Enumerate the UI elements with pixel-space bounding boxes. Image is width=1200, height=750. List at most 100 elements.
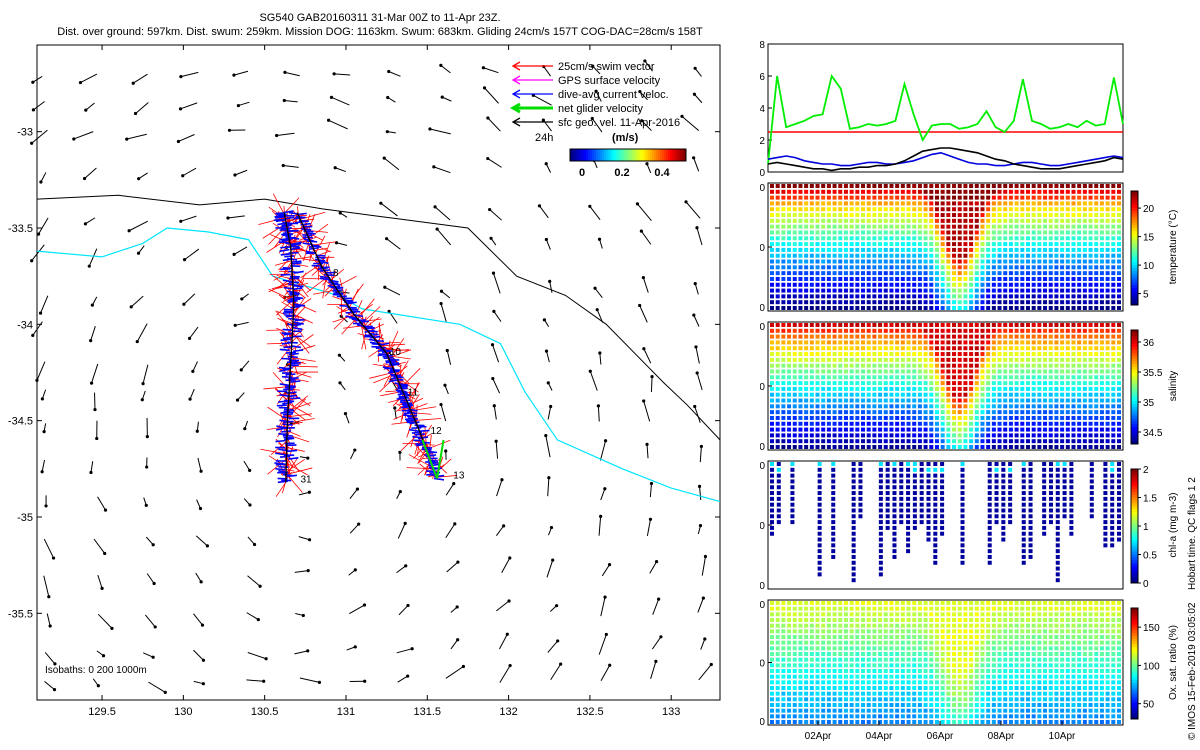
chla-section-sample <box>776 467 781 472</box>
temperature-section-sample <box>815 294 820 299</box>
salinity-section-sample <box>815 340 820 345</box>
temperature-section-sample <box>849 282 854 287</box>
salinity-section-sample <box>872 363 877 368</box>
temperature-section-sample <box>929 236 934 241</box>
salinity-section-sample <box>1065 323 1070 327</box>
salinity-section-sample <box>1020 328 1025 333</box>
temperature-section-sample <box>906 253 911 258</box>
oxygen-section-sample <box>798 691 803 696</box>
sfc-vector <box>440 65 451 74</box>
oxygen-section-sample <box>770 674 774 679</box>
temperature-section-sample <box>804 230 809 235</box>
salinity-section-sample <box>957 357 962 362</box>
temperature-section-sample <box>986 242 991 247</box>
temperature-section-sample <box>1071 265 1076 270</box>
sfc-vector-head <box>53 662 57 666</box>
salinity-section-sample <box>832 392 837 397</box>
temperature-section-colorbar-cell <box>1131 239 1138 243</box>
salinity-section-colorbar-cell <box>1131 378 1138 382</box>
salinity-section-sample <box>792 445 797 449</box>
chla-section-sample <box>1055 485 1060 490</box>
temperature-section-sample <box>1088 282 1093 287</box>
temperature-section-sample <box>821 242 826 247</box>
sfc-vector <box>246 612 259 620</box>
colorbar-cell <box>662 149 665 161</box>
chla-section-sample <box>987 537 992 542</box>
salinity-section-sample <box>980 433 985 438</box>
salinity-section-sample <box>974 415 979 420</box>
temperature-section-sample <box>809 218 814 223</box>
chla-section-sample <box>912 467 917 472</box>
sfc-vector <box>85 102 95 111</box>
chla-section-colorbar-cell <box>1131 560 1138 564</box>
salinity-section-sample <box>1065 363 1070 368</box>
temperature-section-sample <box>872 259 877 264</box>
salinity-section-colorbar-cell <box>1131 381 1138 385</box>
temperature-section-sample <box>969 282 974 287</box>
day-label: 11 <box>408 388 419 399</box>
salinity-section-sample <box>1088 352 1093 357</box>
salinity-section-sample <box>832 445 837 449</box>
chla-section-sample <box>851 462 856 466</box>
salinity-section-sample <box>1094 392 1099 397</box>
chla-section-sample <box>906 502 911 507</box>
chla-section-sample <box>899 491 904 496</box>
temperature-section-sample <box>883 236 888 241</box>
chla-section-sample <box>885 473 890 478</box>
temperature-section-sample <box>826 195 831 200</box>
sfc-vector <box>335 167 346 173</box>
sfc-vector <box>652 598 660 615</box>
salinity-section-sample <box>804 328 809 333</box>
dac-vector <box>276 404 287 407</box>
glider-track-east <box>296 212 438 479</box>
temperature-section-sample <box>923 300 928 305</box>
temperature-section-colorbar-cell <box>1131 285 1138 289</box>
temperature-section-sample <box>963 271 968 276</box>
temperature-section-sample <box>770 201 774 206</box>
temperature-section-sample <box>1105 195 1110 200</box>
salinity-section-sample <box>1014 404 1019 409</box>
salinity-section-sample <box>1065 439 1070 444</box>
salinity-section-sample <box>991 421 996 426</box>
temperature-section-sample <box>1082 201 1087 206</box>
temperature-section-sample <box>957 282 962 287</box>
temperature-section-sample <box>1077 230 1082 235</box>
sfc-vector-head <box>594 89 598 93</box>
temperature-section-sample <box>832 184 837 188</box>
salinity-section-sample <box>963 445 968 449</box>
salinity-section-sample <box>1043 346 1048 351</box>
temperature-section-sample <box>855 282 860 287</box>
chla-section-colorbar-cell <box>1131 543 1138 547</box>
temperature-section-sample <box>866 213 871 218</box>
salinity-section-sample <box>917 363 922 368</box>
temperature-section-sample <box>969 242 974 247</box>
temperature-section-sample <box>974 271 979 276</box>
sfc-vector-head <box>239 368 243 372</box>
salinity-section-sample <box>895 398 900 403</box>
temperature-section-sample <box>1008 259 1013 264</box>
temperature-section-sample <box>809 276 814 281</box>
temperature-section-sample <box>809 224 814 229</box>
salinity-section-sample <box>991 357 996 362</box>
salinity-section-sample <box>1077 433 1082 438</box>
dac-vector <box>419 441 431 444</box>
salinity-section-colorbar-cell <box>1131 406 1138 411</box>
temperature-section-sample <box>900 288 905 293</box>
temperature-section-sample <box>940 230 945 235</box>
salinity-section-colorbar-cell <box>1131 398 1138 402</box>
chla-section-sample <box>858 485 863 490</box>
temperature-section-sample <box>900 294 905 299</box>
salinity-section-sample <box>991 433 996 438</box>
temperature-section-sample <box>889 265 894 270</box>
temperature-section-sample <box>923 265 928 270</box>
salinity-section-sample <box>815 352 820 357</box>
salinity-section-sample <box>991 363 996 368</box>
temperature-section-sample <box>1111 294 1116 299</box>
salinity-section-sample <box>787 445 792 449</box>
chla-section-sample <box>790 479 795 484</box>
salinity-section-sample <box>1048 421 1053 426</box>
temperature-section-sample <box>895 184 900 188</box>
salinity-section-sample <box>849 410 854 415</box>
temperature-section-sample <box>872 265 877 270</box>
chla-section-sample <box>817 462 822 466</box>
